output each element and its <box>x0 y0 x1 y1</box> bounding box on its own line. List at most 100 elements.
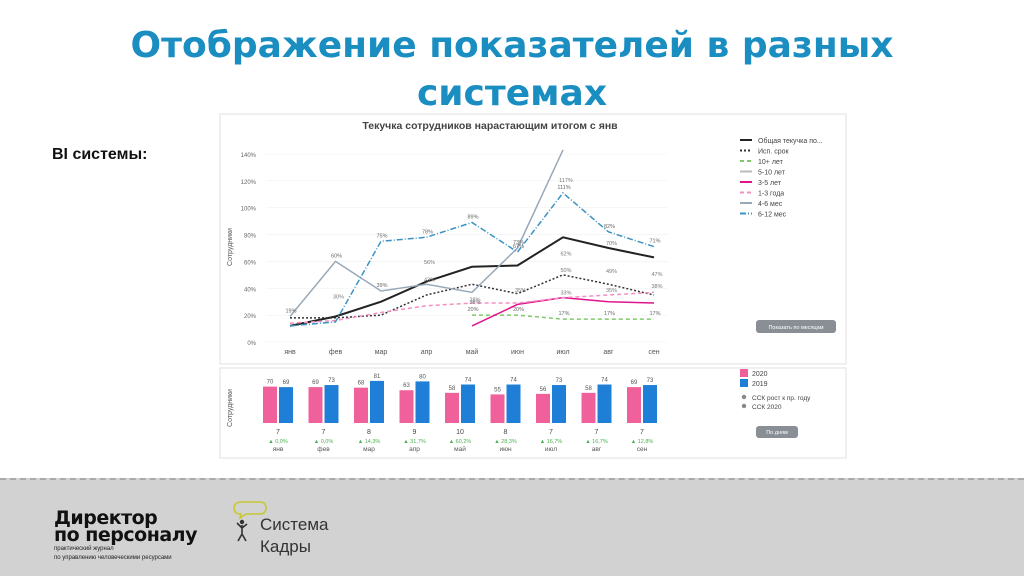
bar-legend-dot-0 <box>741 394 747 400</box>
bar-legend-label-0: 2020 <box>752 371 768 378</box>
x-tick-label: сен <box>648 349 659 356</box>
bar-value-label: 58 <box>449 386 456 392</box>
direktor-po-personalu-logo: Директор по персоналу практический журна… <box>54 509 197 562</box>
bar-2019 <box>370 380 384 423</box>
bar-value-label: 55 <box>494 387 501 393</box>
bar-value-label: 74 <box>601 378 608 384</box>
bar-value-label: 68 <box>358 381 365 387</box>
y-tick-label: 40% <box>244 287 257 293</box>
data-label: 117% <box>559 178 573 184</box>
bar-x-tick-label: янв <box>273 446 284 453</box>
legend-label-4: 3-5 лет <box>758 180 782 187</box>
series-line-1 <box>290 274 655 319</box>
data-label: 73% <box>513 240 524 246</box>
bar-2020 <box>263 386 277 423</box>
x-tick-label: мар <box>375 349 388 356</box>
bar-value-label: 70 <box>267 380 274 386</box>
bar-value-label: 73 <box>556 378 563 384</box>
growth-label: ▲ 0,0% <box>314 439 334 445</box>
data-label: 20% <box>513 307 524 313</box>
y-tick-label: 60% <box>244 260 257 266</box>
legend-label-7: 6-12 мес <box>758 212 787 219</box>
show-by-months-button-label: Показать по месяцам <box>768 325 823 331</box>
bar-value-label: 69 <box>283 380 290 386</box>
bar-value-label: 80 <box>419 374 426 380</box>
data-label: 47% <box>651 272 662 278</box>
bar-2019 <box>552 385 566 423</box>
bar-x-tick-label: фев <box>317 446 330 453</box>
legend-label-2: 10+ лет <box>758 159 784 166</box>
series-line-0 <box>289 236 655 327</box>
line-chart-title: Текучка сотрудников нарастающим итогом с… <box>362 120 618 132</box>
legend-label-6: 4-6 мес <box>758 201 783 208</box>
bar-value-label: 63 <box>403 383 410 389</box>
bar-2020 <box>399 390 414 423</box>
x-tick-label: авг <box>603 349 614 356</box>
sistema-kadry-icon <box>233 501 267 542</box>
data-label: 17% <box>558 311 569 317</box>
bi-dashboard: Текучка сотрудников нарастающим итогом с… <box>218 112 848 462</box>
sistema-kadry-logo: Система Кадры <box>228 498 368 558</box>
bar-x-tick-label: авг <box>592 446 602 453</box>
bi-systems-label: BI системы: <box>52 146 148 163</box>
bottom-value: 7 <box>595 429 599 436</box>
bar-value-label: 69 <box>631 380 638 386</box>
bar-legend-swatch-0 <box>740 369 748 377</box>
legend-label-3: 5-10 лет <box>758 170 786 177</box>
growth-label: ▲ 60,2% <box>449 439 472 445</box>
data-label: 49% <box>606 269 617 275</box>
growth-label: ▲ 31,7% <box>403 439 426 445</box>
bottom-value: 8 <box>504 429 508 436</box>
data-label: 43% <box>424 277 435 283</box>
logo2-line2: Кадры <box>260 537 311 556</box>
x-tick-label: май <box>466 348 479 356</box>
bar-value-label: 58 <box>585 386 592 392</box>
series-line-5 <box>289 291 655 324</box>
bar-2019 <box>279 387 293 423</box>
bottom-value: 8 <box>367 429 371 436</box>
show-by-months-button[interactable] <box>756 320 836 333</box>
bar-2019 <box>461 384 475 423</box>
data-label: 56% <box>424 260 435 266</box>
by-days-button-label: По дням <box>766 430 788 436</box>
bar-value-label: 73 <box>647 378 654 384</box>
x-tick-label: янв <box>284 349 296 356</box>
bar-y-axis-label: Сотрудники <box>227 389 234 427</box>
bar-value-label: 73 <box>328 378 335 384</box>
bar-legend-dot-1 <box>741 403 747 409</box>
data-label: 26% <box>469 300 480 306</box>
y-tick-label: 120% <box>241 180 257 186</box>
data-label: 50% <box>560 268 571 274</box>
bottom-value: 7 <box>276 429 280 436</box>
y-axis-label: Сотрудники <box>227 228 234 266</box>
legend-label-5: 1-3 года <box>758 191 784 198</box>
data-label: 67% <box>513 244 524 250</box>
bar-2020 <box>308 387 323 423</box>
bar-2020 <box>536 393 550 423</box>
bottom-value: 9 <box>413 429 417 436</box>
by-days-button[interactable] <box>756 426 798 438</box>
data-label: 35% <box>515 288 526 294</box>
bar-legend-swatch-1 <box>740 379 748 387</box>
data-label: 28% <box>469 297 480 303</box>
growth-label: ▲ 12,8% <box>631 439 654 445</box>
logo1-sub1: практический журнал <box>54 546 114 552</box>
x-tick-label: июн <box>511 349 524 356</box>
bottom-value: 10 <box>456 429 464 436</box>
data-label: 35% <box>606 288 617 294</box>
bar-legend-extra-1: ССК 2020 <box>752 404 782 411</box>
x-tick-label: июл <box>556 349 569 356</box>
logo1-line2: по персоналу <box>54 524 197 546</box>
bar-x-tick-label: апр <box>409 446 420 453</box>
bottom-value: 7 <box>640 429 644 436</box>
footer: Директор по персоналу практический журна… <box>0 478 1024 576</box>
y-tick-label: 140% <box>241 153 257 159</box>
data-label: 71% <box>649 239 660 245</box>
bottom-value: 7 <box>322 429 326 436</box>
legend-label-1: Исп. срок <box>758 149 789 156</box>
bar-legend-label-1: 2019 <box>752 381 768 388</box>
y-tick-label: 20% <box>244 314 257 320</box>
bar-2020 <box>445 392 459 423</box>
bar-2019 <box>324 385 339 423</box>
y-tick-label: 0% <box>247 341 256 347</box>
